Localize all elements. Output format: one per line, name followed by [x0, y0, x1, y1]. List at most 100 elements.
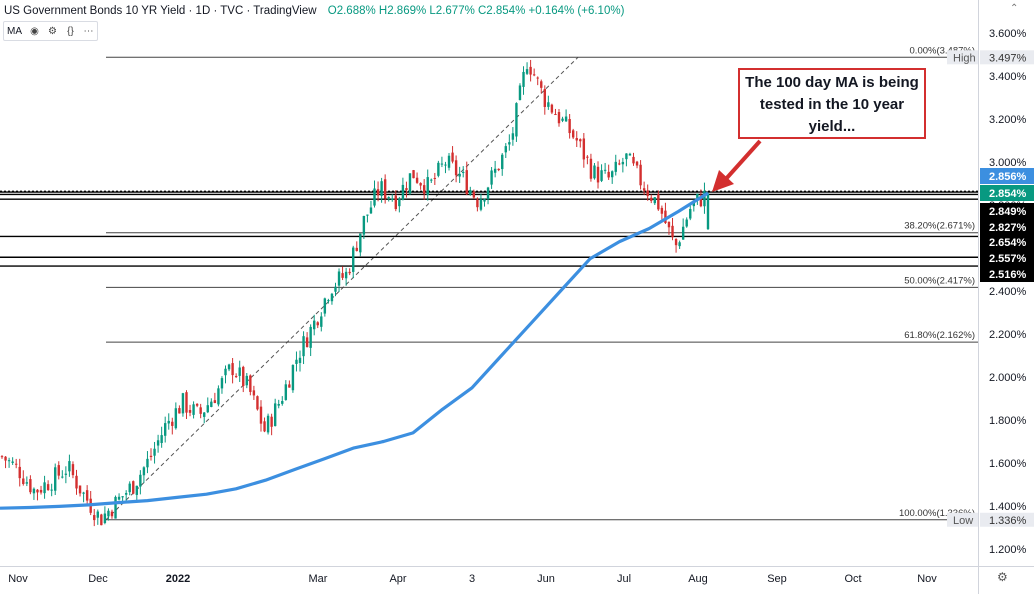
- y-tick-label: 2.400%: [989, 286, 1027, 298]
- candle-body: [281, 401, 284, 404]
- candle-body: [493, 168, 497, 173]
- candle-body: [305, 337, 309, 348]
- settings-icon[interactable]: ⚙: [48, 25, 57, 37]
- callout-box: The 100 day MA is being tested in the 10…: [738, 68, 926, 139]
- candle-body: [22, 478, 25, 484]
- candle-body: [621, 161, 625, 165]
- candle-body: [458, 173, 461, 177]
- candle-body: [93, 515, 96, 521]
- candle-body: [486, 187, 490, 200]
- candle-body: [582, 138, 586, 160]
- candle-body: [50, 489, 53, 491]
- candle-body: [181, 393, 185, 414]
- candle-body: [586, 156, 589, 158]
- y-tick-label: 3.400%: [989, 71, 1027, 83]
- x-tick-label: Jul: [617, 573, 631, 585]
- candle-body: [85, 490, 89, 501]
- candle-body: [550, 104, 554, 113]
- indicator-label: MA: [7, 25, 22, 37]
- candle-body: [685, 219, 688, 227]
- candle-body: [462, 171, 465, 173]
- symbol-title: US Government Bonds 10 YR Yield · 1D · T…: [4, 5, 317, 17]
- fib-label: 50.00%(2.417%): [904, 275, 975, 286]
- candle-body: [341, 273, 344, 278]
- candle-body: [224, 368, 227, 376]
- candle-body: [678, 242, 681, 247]
- price-tag-bg: [980, 266, 1034, 282]
- candle-body: [39, 489, 43, 493]
- candle-body: [593, 165, 596, 179]
- candle-body: [547, 102, 550, 107]
- eye-icon[interactable]: ◉: [30, 25, 39, 37]
- candle-body: [32, 488, 36, 494]
- candle-body: [132, 481, 135, 494]
- y-tick-label: 3.000%: [989, 157, 1027, 169]
- candle-body: [252, 390, 256, 396]
- candle-body: [355, 247, 358, 251]
- y-tick-label: 1.800%: [989, 415, 1027, 427]
- candle-body: [518, 85, 522, 100]
- price-tag-bg: [980, 219, 1034, 235]
- x-tick-label: Dec: [88, 573, 108, 585]
- price-tag-bg: [980, 168, 1034, 184]
- candle-body: [110, 511, 114, 517]
- candle-body: [231, 363, 234, 376]
- candle-body: [238, 367, 241, 376]
- level-tag-value: 1.336%: [989, 515, 1027, 527]
- collapse-icon[interactable]: ⌃: [1010, 3, 1019, 14]
- candle-body: [203, 412, 206, 417]
- candle-body: [600, 170, 603, 181]
- candle-body: [564, 116, 568, 122]
- candle-body: [689, 208, 692, 219]
- candle-body: [642, 188, 646, 191]
- candle-body: [451, 152, 454, 162]
- candle-body: [153, 448, 156, 456]
- candle-body: [4, 456, 7, 461]
- candle-body: [376, 189, 380, 196]
- candle-body: [422, 185, 426, 194]
- candle-body: [525, 69, 529, 74]
- price-tag-bg: [980, 203, 1034, 219]
- more-icon[interactable]: ⋯: [83, 25, 94, 37]
- candle-body: [504, 146, 507, 153]
- candle-body: [323, 298, 327, 314]
- candle-body: [100, 514, 103, 526]
- candle-body: [667, 221, 671, 228]
- candle-body: [522, 71, 525, 87]
- candle-body: [124, 493, 128, 495]
- code-braces-icon[interactable]: {}: [67, 25, 74, 37]
- candle-body: [490, 170, 493, 185]
- candle-body: [706, 193, 710, 230]
- candle-body: [614, 161, 617, 172]
- candle-body: [596, 166, 600, 183]
- candle-body: [554, 114, 557, 116]
- y-tick-label: 2.200%: [989, 329, 1027, 341]
- x-tick-label: Apr: [389, 573, 406, 585]
- candle-body: [699, 195, 703, 207]
- candle-body: [369, 207, 373, 214]
- level-badge-label: High: [953, 52, 976, 64]
- y-tick-label: 3.600%: [989, 28, 1027, 40]
- candle-body: [82, 492, 85, 494]
- indicator-legend[interactable]: MA ◉ ⚙ {} ⋯: [3, 21, 98, 41]
- candle-body: [671, 225, 674, 238]
- fib-label: 100.00%(1.336%): [899, 508, 975, 519]
- price-tag-value: 2.856%: [989, 171, 1027, 183]
- candle-body: [469, 190, 472, 195]
- candle-body: [635, 161, 639, 166]
- gear-icon[interactable]: ⚙: [997, 570, 1008, 584]
- candle-body: [603, 169, 607, 171]
- x-tick-label: Oct: [844, 573, 861, 585]
- candle-body: [529, 66, 532, 75]
- candle-body: [579, 139, 582, 142]
- candle-body: [249, 375, 252, 392]
- candle-body: [330, 293, 334, 302]
- candle-body: [61, 476, 64, 478]
- candle-body: [479, 199, 483, 210]
- candle-body: [628, 153, 632, 156]
- candle-body: [320, 316, 323, 327]
- y-tick-label: 1.400%: [989, 501, 1027, 513]
- candle-body: [234, 376, 238, 378]
- candle-body: [128, 483, 131, 493]
